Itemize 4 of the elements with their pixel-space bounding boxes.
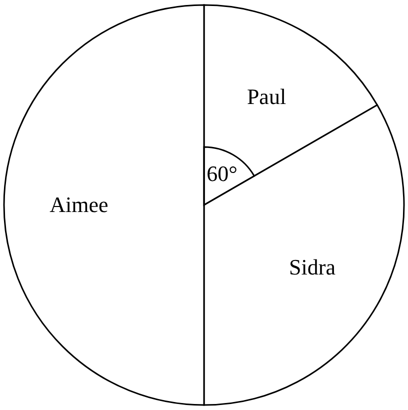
slice-label: Paul xyxy=(246,84,286,109)
text: 60° xyxy=(206,160,238,186)
slice-label: Aimee xyxy=(50,192,108,217)
slice-label: Sidra xyxy=(289,254,336,280)
